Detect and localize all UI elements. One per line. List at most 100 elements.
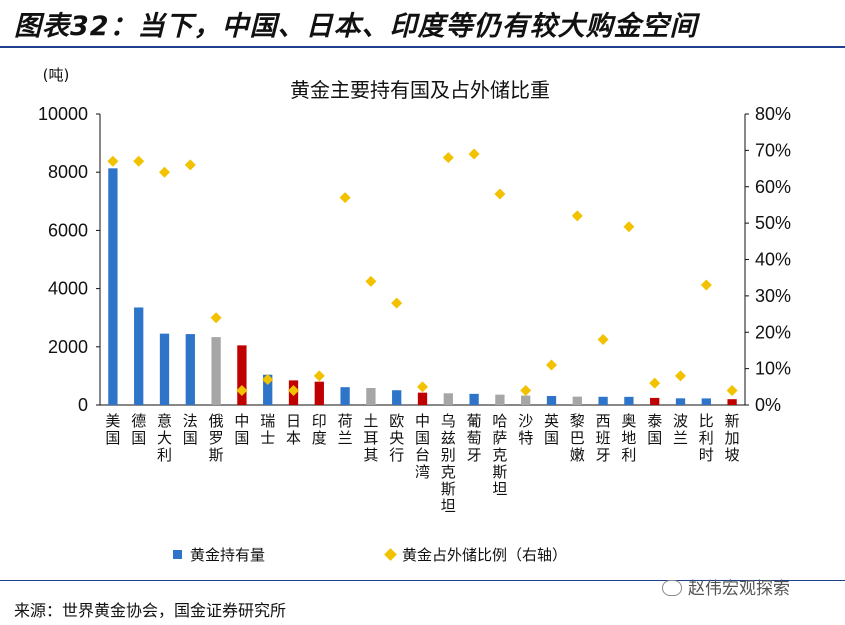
x-tick-label: 沙特 <box>518 412 533 447</box>
x-tick-label: 波兰 <box>673 412 688 447</box>
scatter-point <box>262 374 274 386</box>
title-rule <box>0 46 845 48</box>
legend-swatch-bar <box>173 550 182 559</box>
y-right-tick-label: 40% <box>755 250 791 270</box>
chart: 黄金主要持有国及占外储比重 (吨) 0 2000 4000 6000 8000 10000… <box>38 66 791 564</box>
x-tick-label: 英国 <box>544 412 559 447</box>
scatter-point <box>417 381 428 393</box>
bar <box>159 333 170 405</box>
y-right-tick-label: 70% <box>755 140 791 160</box>
scatter-point <box>726 384 738 396</box>
y-left-tick-label: 2000 <box>48 337 88 357</box>
x-tick-label: 中国 <box>234 412 249 447</box>
x-tick-label: 新加坡 <box>725 412 740 464</box>
plot-area: 0 2000 4000 6000 8000 10000 0% 10% 20% 30% 40% 50% 6… <box>38 104 791 515</box>
bar <box>443 393 453 405</box>
x-tick-label: 西班牙 <box>596 412 611 464</box>
bar <box>598 396 608 405</box>
x-tick-label: 奥地利 <box>621 412 636 464</box>
y-right-tick-label: 20% <box>755 322 791 342</box>
scatter-point <box>313 370 325 382</box>
bar <box>314 381 324 405</box>
bar <box>392 390 402 405</box>
bar <box>108 168 118 405</box>
scatter-point <box>623 221 635 233</box>
bar <box>211 337 221 405</box>
y-axis-unit-label: (吨) <box>43 66 70 84</box>
bar <box>546 395 557 405</box>
scatter-point <box>133 155 145 167</box>
bottom-rule <box>0 580 845 581</box>
scatter-point <box>210 312 222 324</box>
x-tick-label: 乌兹别克斯坦 <box>441 412 456 515</box>
bar <box>675 398 686 405</box>
watermark: 赵伟宏观探索 <box>662 574 790 599</box>
x-tick-label: 俄罗斯 <box>209 412 224 464</box>
source-note: 来源：世界黄金协会，国金证券研究所 <box>14 601 287 620</box>
bar <box>650 397 660 405</box>
x-tick-label: 土耳其 <box>363 412 378 464</box>
scatter-point <box>159 166 170 178</box>
y-left-tick-label: 10000 <box>38 104 88 124</box>
scatter-point <box>597 334 609 346</box>
wechat-icon <box>662 580 682 596</box>
x-tick-label: 德国 <box>131 412 146 447</box>
y-left-tick-label: 0 <box>78 395 88 415</box>
bar <box>624 396 634 405</box>
scatter-point <box>520 384 532 396</box>
x-tick-label: 荷兰 <box>338 412 353 447</box>
watermark-text: 赵伟宏观探索 <box>688 579 790 599</box>
figure-title: 图表32：当下，中国、日本、印度等仍有较大购金空间 <box>14 11 698 42</box>
scatter-point <box>365 275 377 287</box>
x-tick-label: 意大利 <box>157 412 172 464</box>
x-tick-label: 比利时 <box>699 412 714 464</box>
bar <box>727 399 737 405</box>
y-left-tick-label: 8000 <box>48 162 88 182</box>
scatter-point <box>571 210 583 222</box>
x-tick-label: 日本 <box>286 412 301 447</box>
y-right-tick-label: 80% <box>755 104 791 124</box>
x-tick-label: 美国 <box>105 412 120 447</box>
x-tick-label: 欧央行 <box>389 412 404 464</box>
scatter-point <box>546 359 557 371</box>
scatter-point <box>236 384 248 396</box>
y-right-tick-label: 30% <box>755 286 791 306</box>
legend-swatch-dot <box>384 548 397 561</box>
legend: 黄金持有量 黄金占外储比例（右轴） <box>173 546 567 564</box>
bar <box>366 388 376 405</box>
x-tick-label: 葡萄牙 <box>467 412 482 464</box>
y-right-tick-label: 0% <box>755 395 781 415</box>
x-tick-label: 哈萨克斯坦 <box>492 412 507 498</box>
bar <box>469 393 479 405</box>
bar <box>185 334 195 405</box>
x-tick-label: 黎巴嫩 <box>570 412 585 464</box>
scatter-point <box>184 159 196 171</box>
scatter-point <box>468 148 480 160</box>
scatter-point <box>442 152 454 164</box>
bar <box>134 307 144 405</box>
x-tick-label: 印度 <box>312 412 327 447</box>
bar <box>237 345 247 405</box>
bar <box>340 387 350 405</box>
scatter-point <box>288 384 299 396</box>
x-tick-label: 法国 <box>183 412 198 447</box>
bar <box>521 395 531 405</box>
bar <box>572 396 582 405</box>
scatter-point <box>339 192 351 204</box>
y-left-tick-label: 6000 <box>48 220 88 240</box>
bar <box>417 392 428 405</box>
bar <box>701 398 711 405</box>
y-right-tick-label: 60% <box>755 177 791 197</box>
bar <box>263 374 273 405</box>
x-tick-label: 瑞士 <box>260 412 275 447</box>
scatter-point <box>391 297 403 309</box>
scatter-point <box>675 370 686 382</box>
chart-title: 黄金主要持有国及占外储比重 <box>290 78 550 102</box>
y-right-tick-label: 50% <box>755 213 791 233</box>
x-tick-label: 泰国 <box>647 412 662 447</box>
scatter-point <box>494 188 506 200</box>
x-tick-label: 中国台湾 <box>415 412 430 481</box>
y-left-tick-label: 4000 <box>48 279 88 299</box>
scatter-point <box>649 377 661 389</box>
scatter-point <box>107 155 119 167</box>
